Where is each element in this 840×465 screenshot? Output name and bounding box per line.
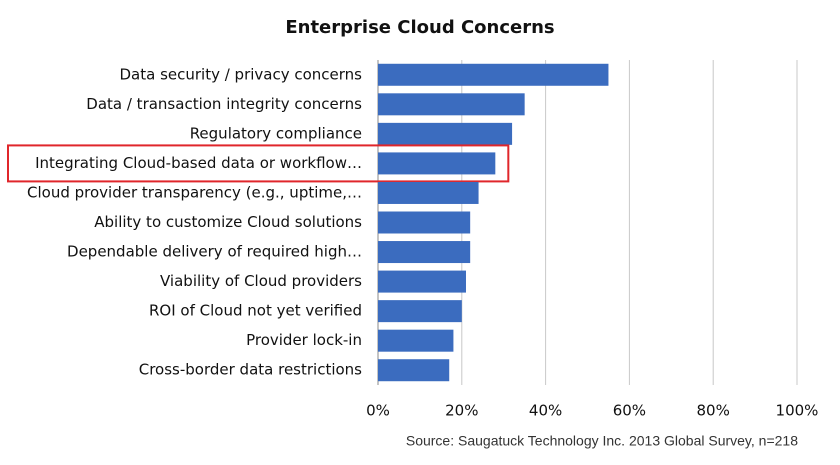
x-tick-label: 40% xyxy=(529,402,562,420)
bar xyxy=(378,300,462,323)
x-tick-label: 80% xyxy=(697,402,730,420)
y-tick-label: Data / transaction integrity concerns xyxy=(86,95,362,113)
highlight-box xyxy=(7,144,510,183)
x-tick-label: 20% xyxy=(445,402,478,420)
y-tick-label: Cloud provider transparency (e.g., uptim… xyxy=(27,183,362,201)
y-tick-label: Ability to customize Cloud solutions xyxy=(94,213,362,231)
y-tick-label: Regulatory compliance xyxy=(190,124,362,142)
y-tick-label: Dependable delivery of required high… xyxy=(67,243,362,261)
bar xyxy=(378,241,471,264)
bar xyxy=(378,270,466,293)
bar xyxy=(378,181,479,204)
bar xyxy=(378,359,450,382)
y-tick-label: Cross-border data restrictions xyxy=(139,361,362,379)
bar xyxy=(378,122,513,145)
bar xyxy=(378,211,471,234)
y-tick-label: Provider lock-in xyxy=(246,331,362,349)
bar xyxy=(378,329,454,352)
y-tick-label: Viability of Cloud providers xyxy=(160,272,362,290)
x-tick-label: 0% xyxy=(366,402,390,420)
chart-title: Enterprise Cloud Concerns xyxy=(285,17,554,38)
y-tick-label: ROI of Cloud not yet verified xyxy=(149,302,362,320)
x-tick-label: 100% xyxy=(776,402,819,420)
source-note: Source: Saugatuck Technology Inc. 2013 G… xyxy=(406,433,798,449)
y-tick-label: Integrating Cloud-based data or workflow… xyxy=(35,154,362,172)
bar xyxy=(378,63,609,86)
bar xyxy=(378,93,525,116)
x-tick-label: 60% xyxy=(613,402,646,420)
y-tick-label: Data security / privacy concerns xyxy=(119,65,362,83)
bar xyxy=(378,152,496,175)
